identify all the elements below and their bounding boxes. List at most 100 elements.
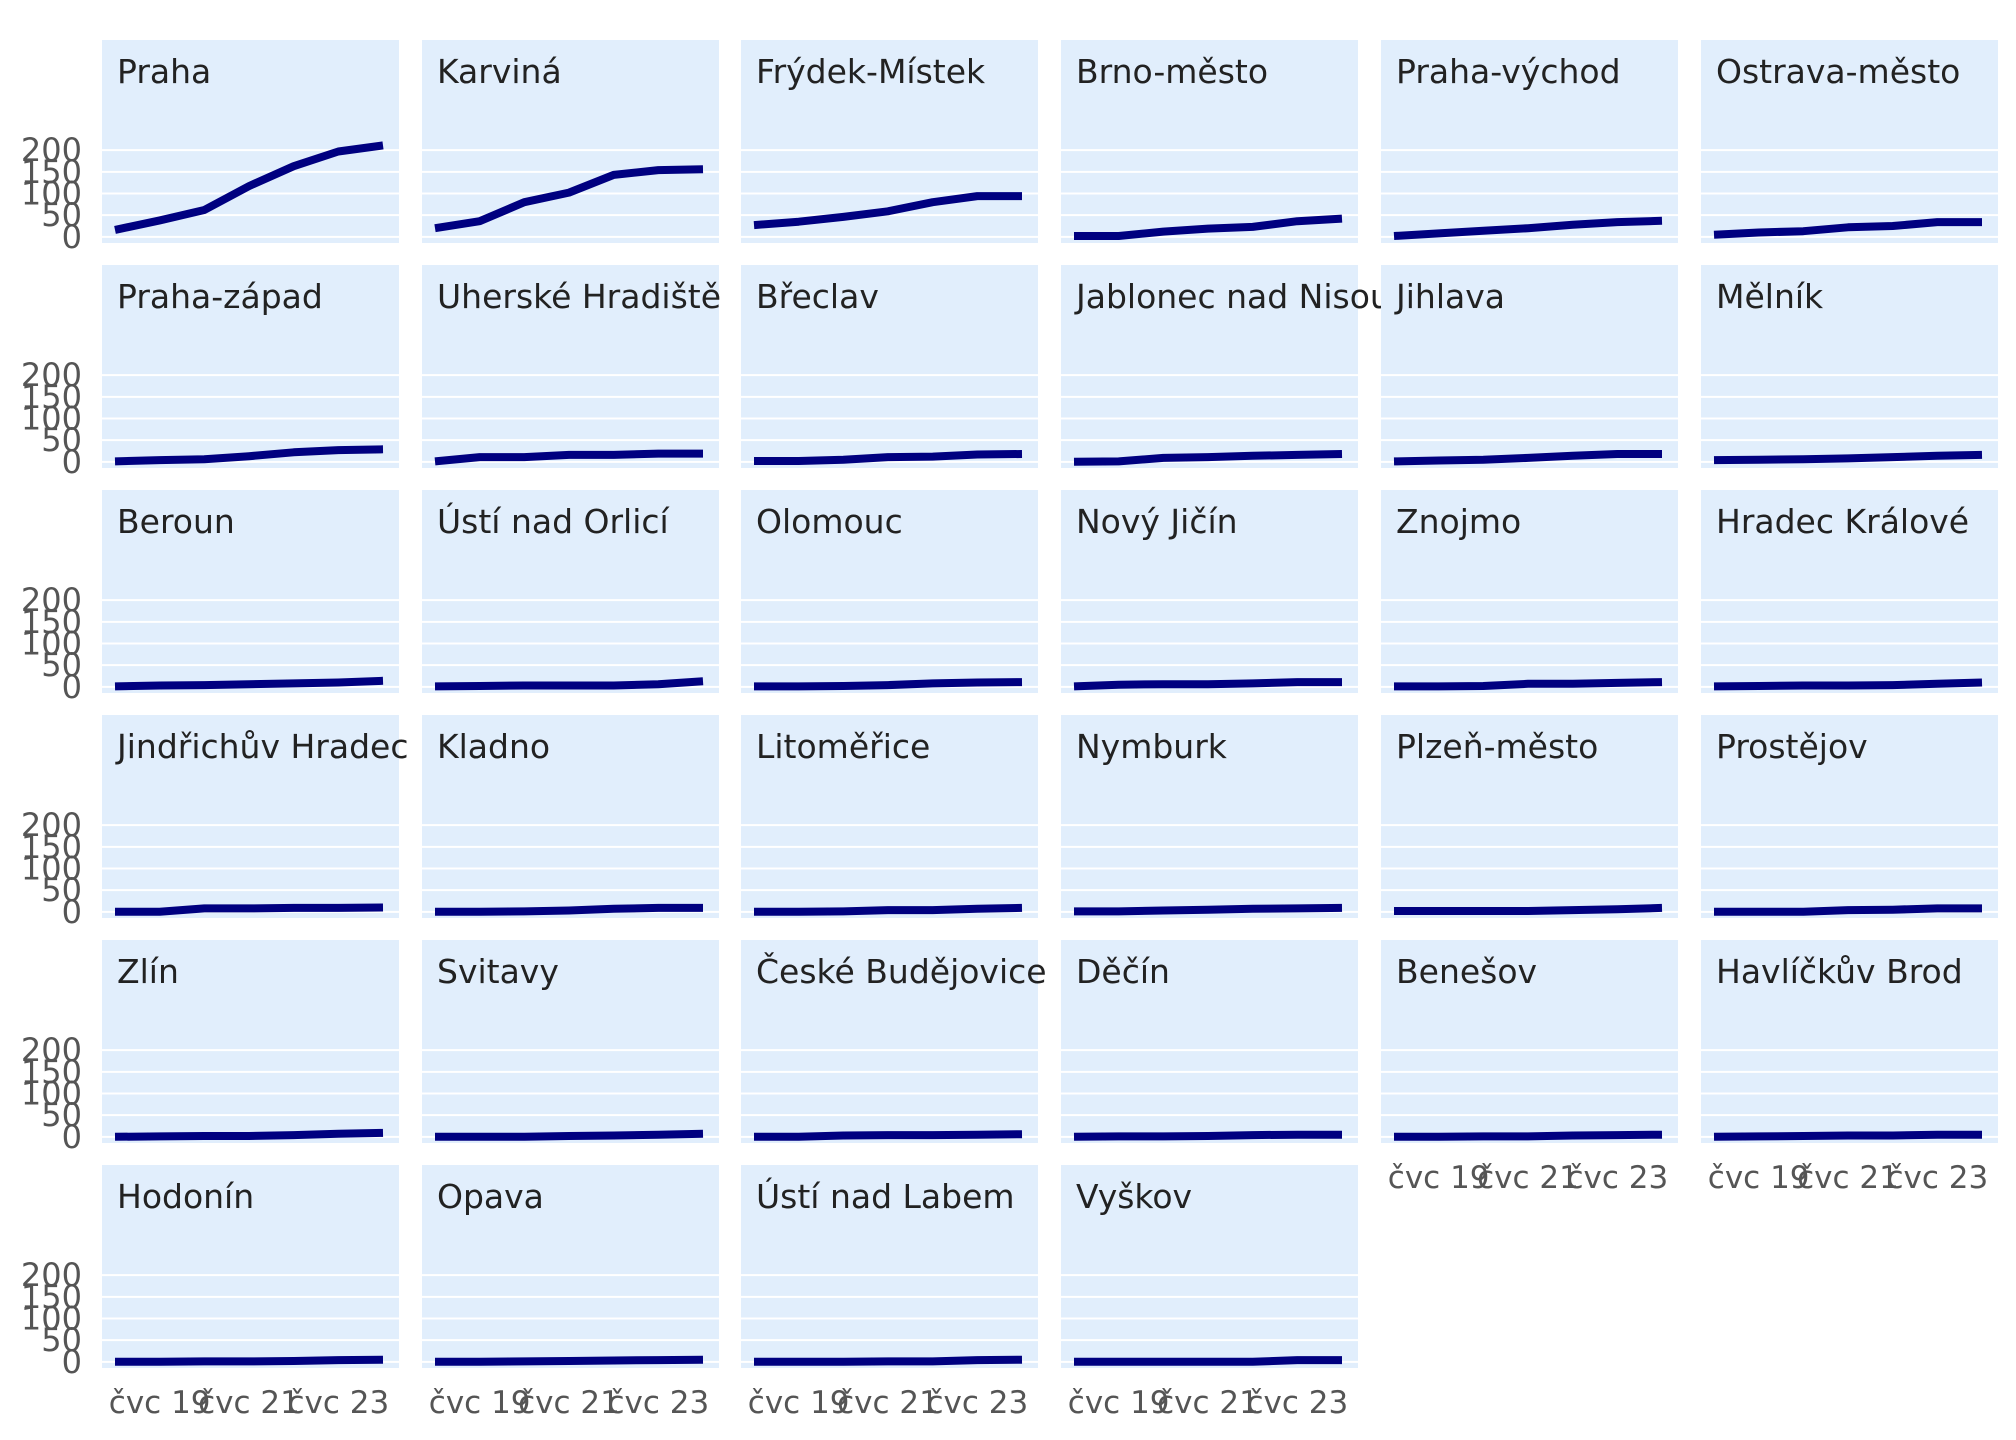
panel-background — [1701, 490, 1998, 693]
x-tick-label: čvc 19 — [1388, 1160, 1490, 1196]
y-tick-label: 150 — [21, 378, 82, 416]
series-line — [1394, 903, 1663, 915]
series-line — [754, 1130, 1023, 1141]
x-tick-label: čvc 21 — [1157, 1385, 1259, 1421]
panel-title: Ústí nad Orlicí — [437, 501, 671, 541]
facet-panel: Kladno — [422, 715, 719, 918]
panel-background — [422, 265, 719, 468]
panel-background — [1701, 940, 1998, 1143]
panel-background — [1061, 940, 1358, 1143]
panel-background — [422, 715, 719, 918]
x-tick-label: čvc 19 — [1708, 1160, 1810, 1196]
y-tick-label: 100 — [21, 175, 82, 213]
y-tick-label: 200 — [21, 1256, 82, 1294]
panel-title: Zlín — [117, 952, 179, 991]
facet-panel: Nymburk — [1061, 715, 1358, 918]
series-line — [754, 1355, 1023, 1366]
x-tick-label: čvc 23 — [1886, 1160, 1988, 1196]
panel-background — [741, 265, 1038, 468]
panel-title: Jihlava — [1394, 277, 1505, 316]
y-tick-label: 100 — [21, 400, 82, 438]
series-line — [1073, 678, 1342, 691]
panel-background — [1381, 940, 1678, 1143]
facet-panel: Uherské Hradiště — [422, 265, 721, 468]
y-tick-label: 150 — [21, 1053, 82, 1091]
series-line — [434, 165, 704, 233]
panel-title: Opava — [437, 1177, 544, 1216]
y-tick-label: 200 — [21, 356, 82, 394]
facet-panel: Karviná — [422, 40, 719, 243]
series-line — [1393, 450, 1662, 466]
facet-panel: Jihlava — [1381, 265, 1678, 468]
facet-panel: Brno-město — [1061, 40, 1358, 243]
y-tick-label: 0 — [62, 893, 82, 931]
y-tick-label: 50 — [41, 1096, 82, 1134]
y-tick-label: 50 — [41, 871, 82, 909]
facet-panel: Svitavy — [422, 940, 719, 1143]
y-tick-label: 100 — [21, 850, 82, 888]
panel-background — [102, 40, 399, 243]
series-line — [115, 1355, 384, 1366]
series-line — [1713, 450, 1983, 465]
y-tick-label: 200 — [21, 581, 82, 619]
series-line — [435, 903, 703, 916]
series-line — [114, 676, 384, 691]
y-tick-label: 0 — [62, 1343, 82, 1381]
panel-background — [1701, 265, 1998, 468]
panel-title: Hradec Králové — [1716, 502, 1969, 541]
y-tick-label: 150 — [21, 828, 82, 866]
facet-panel: Ústí nad Orlicí — [422, 490, 719, 693]
panel-background — [1381, 265, 1678, 468]
y-tick-label: 200 — [21, 1031, 82, 1069]
x-tick-label: čvc 21 — [1797, 1160, 1899, 1196]
y-tick-label: 0 — [62, 668, 82, 706]
panel-title: Benešov — [1396, 952, 1537, 991]
panel-background — [1381, 715, 1678, 918]
panel-title: Praha-západ — [117, 277, 323, 316]
y-tick-label: 100 — [21, 1075, 82, 1113]
series-line — [1713, 218, 1982, 239]
y-tick-label: 150 — [21, 1278, 82, 1316]
panel-title: Uherské Hradiště — [437, 277, 721, 316]
panel-title: Olomouc — [756, 502, 903, 541]
x-tick-label: čvc 23 — [1566, 1160, 1668, 1196]
panel-background — [1381, 490, 1678, 693]
y-tick-label: 200 — [21, 806, 82, 844]
panel-title: Brno-město — [1076, 52, 1268, 91]
y-tick-label: 150 — [21, 153, 82, 191]
panel-background — [1701, 715, 1998, 918]
x-tick-label: čvc 19 — [429, 1385, 531, 1421]
panel-title: Jablonec nad Nisou — [1074, 277, 1391, 316]
panel-background — [102, 715, 399, 918]
panel-title: Hodonín — [117, 1177, 254, 1216]
panel-title: Svitavy — [437, 952, 559, 991]
facet-panel: Frýdek-Místek — [741, 40, 1038, 243]
series-line — [754, 678, 1023, 691]
facet-panel: Praha-východ — [1381, 40, 1678, 243]
panel-background — [1381, 40, 1678, 243]
panel-background — [741, 715, 1038, 918]
panel-title: Beroun — [117, 502, 235, 541]
series-line — [1074, 214, 1343, 240]
y-tick-label: 0 — [62, 1118, 82, 1156]
series-line — [1713, 1130, 1982, 1141]
y-tick-label: 150 — [21, 603, 82, 641]
y-tick-label: 50 — [41, 421, 82, 459]
panel-title: Děčín — [1076, 952, 1170, 991]
x-tick-label: čvc 19 — [1068, 1385, 1170, 1421]
series-line — [1394, 678, 1663, 691]
panel-title: Ostrava-město — [1716, 52, 1960, 91]
x-tick-label: čvc 19 — [748, 1385, 850, 1421]
panel-background — [1061, 40, 1358, 243]
panel-background — [1061, 490, 1358, 693]
x-tick-label: čvc 21 — [198, 1385, 300, 1421]
series-line — [1073, 1130, 1342, 1141]
facet-panel: Prostějov — [1701, 715, 1998, 918]
facet-panel: Olomouc — [741, 490, 1038, 693]
facet-panel: Plzeň-město — [1381, 715, 1678, 918]
panel-title: Praha — [117, 52, 211, 91]
